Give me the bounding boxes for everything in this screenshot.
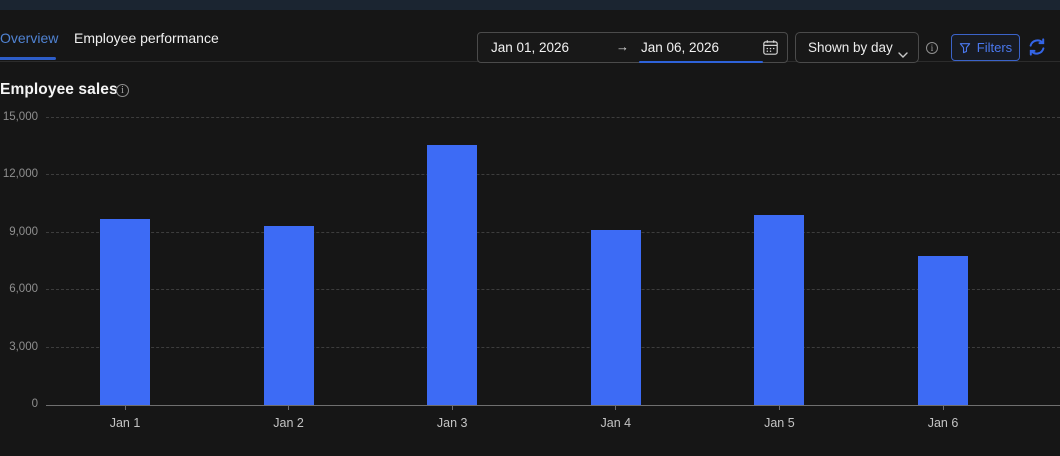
tab-employee-performance[interactable]: Employee performance <box>74 30 219 46</box>
x-axis-tick <box>778 405 780 410</box>
refresh-icon[interactable] <box>1027 37 1047 57</box>
gridline <box>46 174 1060 176</box>
x-axis-line <box>46 404 1060 406</box>
start-date-input[interactable]: Jan 01, 2026 <box>491 40 570 55</box>
filters-button[interactable]: Filters <box>951 34 1020 61</box>
y-axis-tick-label: 0 <box>31 398 38 410</box>
chart-info-icon[interactable]: i <box>116 84 129 97</box>
bar-jan-6[interactable] <box>918 255 968 405</box>
toolbar-info-icon[interactable]: i <box>926 42 938 54</box>
chevron-down-icon <box>898 45 908 63</box>
gridline <box>46 231 1060 233</box>
x-axis-tick-label: Jan 6 <box>927 416 959 430</box>
x-axis-tick <box>451 405 453 410</box>
focused-field-underline <box>639 60 763 63</box>
tab-overview[interactable]: Overview <box>0 30 59 46</box>
chart-title: Employee sales <box>0 81 118 98</box>
y-axis-tick-label: 6,000 <box>9 283 38 296</box>
x-axis-tick <box>942 405 944 410</box>
x-axis-tick <box>124 405 126 410</box>
bar-jan-5[interactable] <box>754 214 805 405</box>
date-range-picker[interactable]: Jan 01, 2026 → Jan 06, 2026 <box>477 32 788 63</box>
x-axis-tick-label: Jan 5 <box>764 416 795 430</box>
x-axis-tick <box>615 405 617 410</box>
x-axis-tick <box>288 405 290 410</box>
bar-jan-4[interactable] <box>590 229 641 405</box>
y-axis-tick-label: 15,000 <box>2 111 38 123</box>
bar-jan-3[interactable] <box>427 144 478 405</box>
filters-button-label: Filters <box>976 40 1013 55</box>
filter-funnel-icon <box>959 42 971 54</box>
shown-by-value: Shown by day <box>808 40 893 55</box>
gridline <box>46 289 1060 291</box>
gridline <box>46 346 1060 348</box>
active-tab-indicator <box>0 57 56 60</box>
y-axis-tick-label: 9,000 <box>9 225 38 238</box>
gridline <box>46 117 1060 118</box>
bar-jan-2[interactable] <box>263 226 314 405</box>
shown-by-dropdown[interactable]: Shown by day <box>795 32 919 63</box>
browser-edge-strip <box>0 0 1060 10</box>
end-date-input[interactable]: Jan 06, 2026 <box>641 40 720 55</box>
bar-jan-1[interactable] <box>100 219 150 405</box>
date-range-arrow-icon: → <box>616 39 629 54</box>
x-axis-tick-label: Jan 4 <box>600 416 632 430</box>
x-axis-tick-label: Jan 3 <box>436 416 468 430</box>
calendar-icon[interactable] <box>762 39 779 56</box>
y-axis-tick-label: 3,000 <box>9 340 38 353</box>
tab-bar: Overview Employee performance Jan 01, 20… <box>0 10 1060 63</box>
x-axis-tick-label: Jan 1 <box>109 416 141 430</box>
x-axis-tick-label: Jan 2 <box>273 416 304 430</box>
y-axis-tick-label: 12,000 <box>2 168 38 181</box>
